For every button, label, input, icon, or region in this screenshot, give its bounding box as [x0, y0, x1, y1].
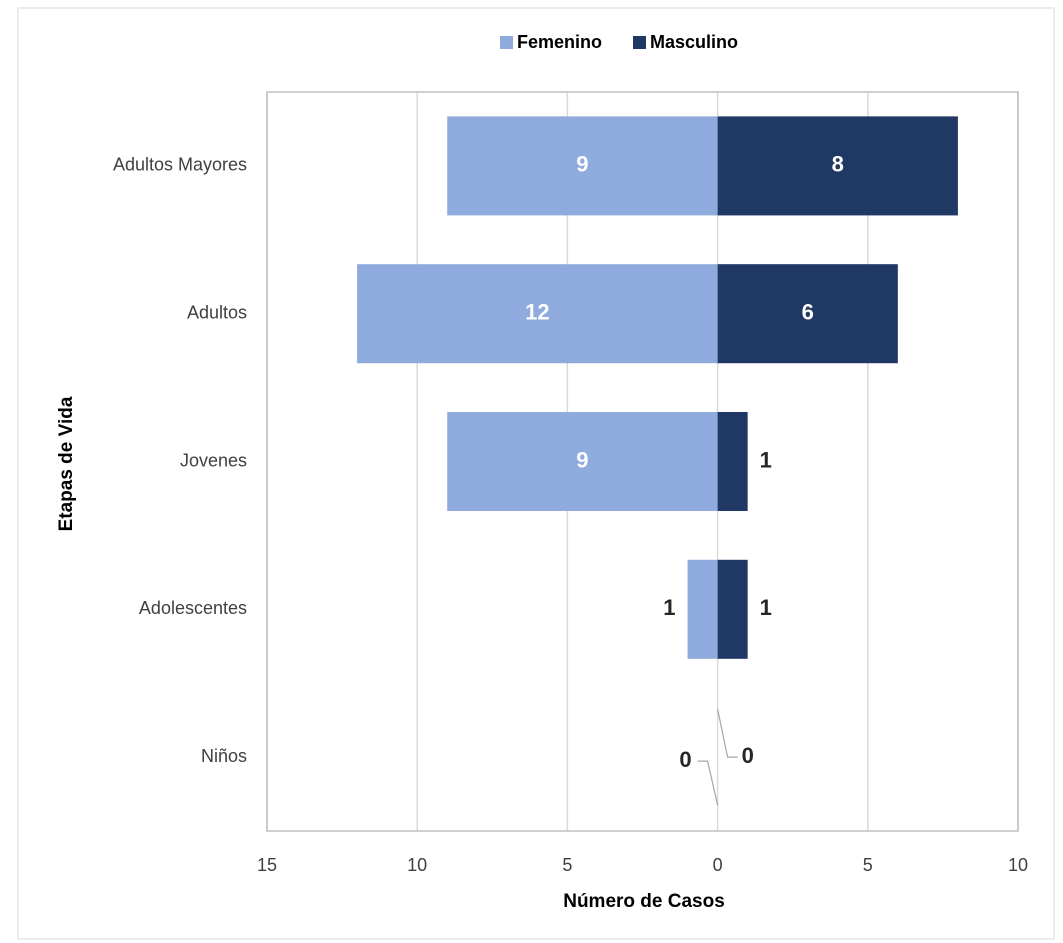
y-tick-label: Adultos Mayores	[113, 155, 247, 175]
leader-line	[697, 760, 719, 806]
bar	[447, 411, 718, 512]
bar	[447, 116, 718, 216]
y-tick-label: Jovenes	[180, 450, 247, 470]
data-label: 9	[576, 152, 588, 177]
legend-swatch	[500, 36, 513, 49]
y-tick-label: Niños	[201, 746, 247, 766]
leader-line	[717, 708, 738, 758]
bar	[687, 559, 718, 659]
bar	[717, 411, 748, 512]
legend-swatch	[633, 36, 646, 49]
x-tick-label: 10	[407, 855, 427, 875]
legend-label: Femenino	[517, 32, 602, 52]
bar	[717, 116, 958, 216]
bar	[357, 264, 718, 364]
plot-border	[266, 91, 1019, 832]
bar	[717, 559, 748, 659]
data-label: 1	[663, 595, 675, 620]
data-label: 12	[525, 300, 549, 325]
data-label: 8	[832, 152, 844, 177]
data-label: 6	[802, 300, 814, 325]
y-tick-label: Adolescentes	[139, 598, 247, 618]
x-tick-label: 5	[562, 855, 572, 875]
x-tick-label: 10	[1008, 855, 1028, 875]
x-tick-label: 5	[863, 855, 873, 875]
data-label: 0	[742, 743, 754, 768]
x-axis-title: Número de Casos	[563, 891, 725, 912]
data-label: 1	[760, 595, 772, 620]
bar	[717, 264, 898, 364]
data-label: 1	[760, 447, 772, 472]
legend-label: Masculino	[650, 32, 738, 52]
y-tick-label: Adultos	[187, 302, 247, 322]
x-tick-label: 0	[713, 855, 723, 875]
y-axis-title: Etapas de Vida	[56, 396, 77, 531]
data-label: 9	[576, 447, 588, 472]
x-tick-label: 15	[257, 855, 277, 875]
data-label: 0	[679, 747, 691, 772]
